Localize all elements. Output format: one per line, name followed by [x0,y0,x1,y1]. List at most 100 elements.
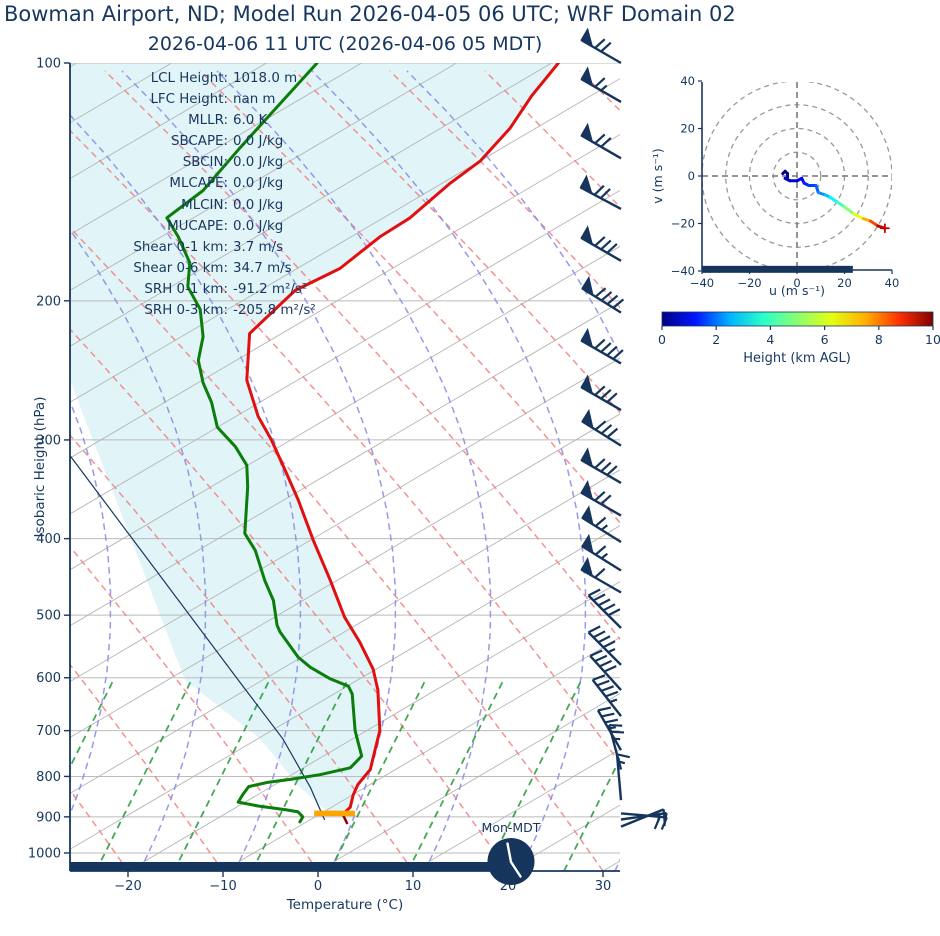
barb-pennant [581,408,594,430]
stat-row-9: Shear 0-6 km: 34.7 m/s [88,258,316,279]
barb-half [600,524,609,531]
colorbar-gradient [661,311,934,327]
hodograph-tick-labels: −40 −20 0 20 40 −40 −20 0 20 40 [671,74,900,290]
barb-full [606,465,618,476]
moist-adiabat [311,70,587,871]
colorbar-tick-label: 8 [875,332,883,347]
hodograph-end-marker [879,223,890,234]
stat-label: SBCIN: [182,155,228,171]
stat-label: Shear 0-6 km: [133,260,228,276]
barb-full [594,567,606,579]
pressure-tick-label: 400 [36,532,61,547]
dry-adiabat [770,71,940,871]
barb-full [594,545,607,556]
isotherm-line [507,804,620,871]
barb-full [600,461,612,473]
isotherm-line [70,469,620,794]
hodo-u-tick-label: 0 [793,276,800,290]
temp-tick-label: 10 [405,879,422,894]
moist-adiabat [0,71,16,871]
stat-row-2: MLLR: 6.0 K [88,110,316,131]
barb-half [600,552,609,560]
barb-full [602,603,616,612]
dry-adiabat [104,70,620,641]
wind-barb [580,122,622,160]
stat-row-10: SRH 0-1 km: -91.2 m²/s² [88,279,316,300]
dry-adiabat [70,129,620,765]
barb-full [594,133,606,145]
barb-pennant [580,27,594,48]
stat-label: SBCAPE: [170,134,228,150]
isotherm-line [70,245,620,571]
barb-pennant [580,327,594,348]
barb-full [605,690,619,698]
parcel-profile-curve [70,455,326,821]
stat-value: 3.7 m/s [233,239,284,255]
hodograph-v-axis-label: v (m s⁻¹) [650,148,665,204]
barb-pennant [580,556,594,578]
isotherm-line [70,413,620,738]
stat-row-6: MLCIN: 0.0 J/kg [88,195,316,216]
temp-tick-label: 0 [314,879,322,894]
barb-half [617,760,626,765]
moist-adiabat [70,228,207,871]
colorbar-tick-label: 2 [712,332,720,347]
barb-full [600,291,613,302]
hodograph-trace [781,169,890,234]
barb-full [587,625,601,634]
wind-barb [580,374,622,412]
dry-adiabat [579,70,620,112]
barb-full [593,184,605,196]
barb-half [612,737,621,741]
barb-pennant [581,533,594,555]
skewt-tick-labels: 100 200 300 400 500 600 700 800 900 1000 −20 −10 0 10… [28,57,611,895]
barb-full [599,659,613,668]
barb-full [594,236,606,247]
moist-adiabat [70,399,112,817]
stat-value: -91.2 m²/s² [233,281,308,297]
barb-full [594,287,607,298]
hodo-v-tick-label: 40 [680,74,695,88]
stat-label: Shear 0-1 km: [133,239,228,255]
stat-label: LCL Height: [150,71,228,86]
barb-pennant [580,66,594,87]
pressure-tick-label: 800 [36,770,61,785]
barb-half [609,698,618,703]
hodo-u-tick-label: 40 [885,276,900,290]
barb-half [607,647,616,654]
barb-full [587,588,601,597]
isotherm-line [70,63,362,236]
hodo-v-tick-label: 0 [688,169,695,183]
barb-full [594,420,607,431]
wind-barb [581,275,625,314]
barb-pennant [580,122,594,143]
barb-full [600,494,612,505]
wind-barb [580,556,622,594]
dry-adiabat [484,70,620,209]
barb-full [662,809,666,823]
barb-full [597,635,611,644]
pressure-tick-label: 700 [36,724,61,739]
barb-pennant [580,225,594,246]
moist-adiabat [121,70,397,871]
barb-full [606,294,619,305]
isotherm-line [698,63,940,871]
stat-label: MLCAPE: [169,176,228,192]
stat-value: 0.0 J/kg [233,155,284,171]
stat-row-7: MUCAPE: 0.0 J/kg [88,216,316,237]
wind-barb [591,674,622,717]
barb-full [610,730,625,734]
barb-full [602,640,616,649]
cin-shading [70,63,559,815]
barb-full [597,598,611,607]
isotherm-line [70,78,620,403]
barb-full [606,345,618,357]
wind-barb [580,27,622,65]
dry-adiabat [675,71,940,871]
pressure-tick-label: 500 [36,609,61,624]
colorbar-label: Height (km AGL) [743,351,851,366]
barb-full [594,338,606,350]
barb-pennant [580,480,594,501]
barb-full [597,706,612,712]
